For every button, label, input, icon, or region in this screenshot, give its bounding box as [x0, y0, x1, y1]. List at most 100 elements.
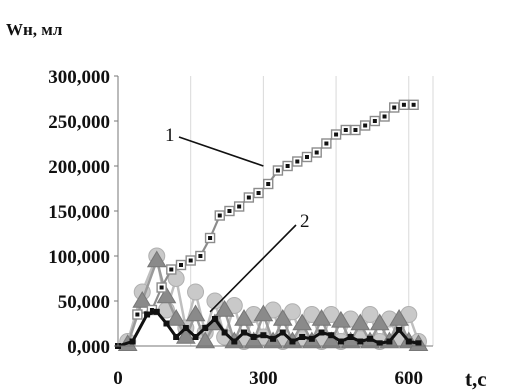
- series-0: [132, 99, 419, 320]
- point-s0-7: [208, 236, 213, 240]
- point-s0-26: [392, 105, 397, 110]
- point-s3-13: [253, 304, 274, 322]
- x-axis-label: t,c: [465, 367, 487, 391]
- point-s0-15: [285, 164, 290, 168]
- point-s1-19: [308, 335, 315, 342]
- point-s1-15: [270, 335, 277, 342]
- point-s0-23: [363, 123, 368, 128]
- point-s0-9: [227, 209, 232, 213]
- point-s1-17: [289, 338, 296, 345]
- point-s2-8: [206, 292, 224, 310]
- y-tick-label-0: 0,000: [67, 337, 110, 358]
- point-s0-19: [324, 141, 329, 146]
- y-tick-label-4: 200,000: [48, 157, 110, 178]
- point-s1-7: [192, 334, 199, 340]
- point-s0-28: [411, 102, 416, 107]
- point-s3-1: [132, 291, 153, 308]
- point-s3-19: [311, 309, 332, 326]
- point-s3-27: [389, 309, 409, 326]
- point-s0-27: [401, 102, 406, 107]
- point-s3-12: [243, 331, 264, 349]
- point-s1-9: [211, 316, 218, 322]
- point-s1-21: [328, 332, 335, 339]
- point-s2-24: [361, 306, 379, 323]
- point-s1-24: [357, 338, 364, 345]
- point-s1-4: [163, 320, 170, 327]
- point-s1-13: [250, 334, 257, 340]
- point-s1-16: [279, 329, 286, 336]
- point-s0-21: [343, 128, 348, 132]
- point-s1-22: [337, 338, 344, 345]
- y-axis-label: Wн, мл: [6, 20, 63, 39]
- point-s1-23: [347, 334, 354, 340]
- point-s3-3: [156, 286, 177, 304]
- point-s0-17: [305, 155, 309, 159]
- point-s0-22: [353, 128, 358, 132]
- point-s3-7: [195, 331, 216, 349]
- series-3: [117, 250, 429, 351]
- x-tick-label-1: 300: [249, 368, 278, 389]
- point-s1-28: [396, 326, 403, 333]
- point-s1-12: [241, 329, 247, 336]
- series-1: [115, 308, 422, 349]
- point-s0-10: [237, 204, 242, 209]
- point-s0-12: [256, 191, 261, 195]
- point-s0-18: [314, 150, 319, 155]
- point-s3-23: [350, 313, 371, 331]
- point-s1-6: [182, 325, 189, 331]
- annotation-leader-2: [209, 224, 297, 313]
- point-s2-16: [283, 303, 301, 321]
- point-s0-13: [266, 182, 271, 186]
- point-s0-0: [135, 312, 140, 317]
- point-s3-4: [166, 309, 187, 326]
- point-s3-20: [321, 331, 342, 349]
- annotation-label-1: 1: [165, 125, 175, 146]
- point-s1-30: [415, 340, 422, 347]
- point-s1-14: [260, 332, 267, 339]
- annotation-layer: 12: [165, 125, 310, 313]
- point-s1-1: [129, 338, 136, 345]
- point-s3-5: [175, 327, 196, 344]
- point-s1-10: [221, 329, 228, 336]
- annotation-leader-1: [178, 136, 264, 167]
- point-s3-6: [185, 304, 206, 322]
- point-s0-1: [149, 308, 154, 312]
- y-tick-label-6: 300,000: [48, 67, 110, 88]
- point-s1-2: [144, 311, 151, 318]
- point-s2-6: [187, 283, 205, 301]
- annotation-label-2: 2: [300, 211, 310, 232]
- point-s1-18: [299, 334, 306, 340]
- point-s0-4: [179, 263, 183, 267]
- point-s1-25: [367, 335, 373, 342]
- point-s1-5: [173, 334, 180, 340]
- point-s3-21: [331, 310, 351, 328]
- point-s1-20: [318, 329, 325, 336]
- point-s3-15: [272, 309, 293, 326]
- gridlines: [190, 76, 434, 346]
- point-s3-25: [369, 313, 390, 331]
- point-s0-25: [382, 114, 387, 119]
- point-s3-11: [234, 309, 254, 326]
- y-tick-label-5: 250,000: [48, 112, 110, 133]
- series-layer: [115, 99, 429, 351]
- point-s0-16: [295, 159, 300, 164]
- point-s1-3: [153, 308, 160, 315]
- point-s1-11: [231, 338, 238, 345]
- point-s1-29: [405, 338, 412, 345]
- point-s3-2: [146, 250, 167, 268]
- y-axis: 0,000 50,000 100,000 150,000 200,000 250,000 3…: [48, 67, 119, 358]
- x-tick-label-2: 600: [395, 368, 424, 389]
- y-tick-label-1: 50,000: [58, 292, 110, 313]
- point-s0-6: [198, 254, 203, 258]
- point-s0-24: [372, 119, 377, 123]
- point-s1-27: [386, 338, 393, 345]
- point-s3-9: [214, 300, 235, 317]
- point-s1-8: [202, 325, 209, 331]
- x-axis: 0 300 600: [113, 345, 433, 389]
- point-s0-8: [217, 213, 222, 218]
- y-tick-label-2: 100,000: [48, 247, 110, 268]
- x-tick-label-0: 0: [113, 368, 123, 389]
- point-s0-2: [159, 285, 164, 290]
- point-s0-11: [246, 195, 251, 200]
